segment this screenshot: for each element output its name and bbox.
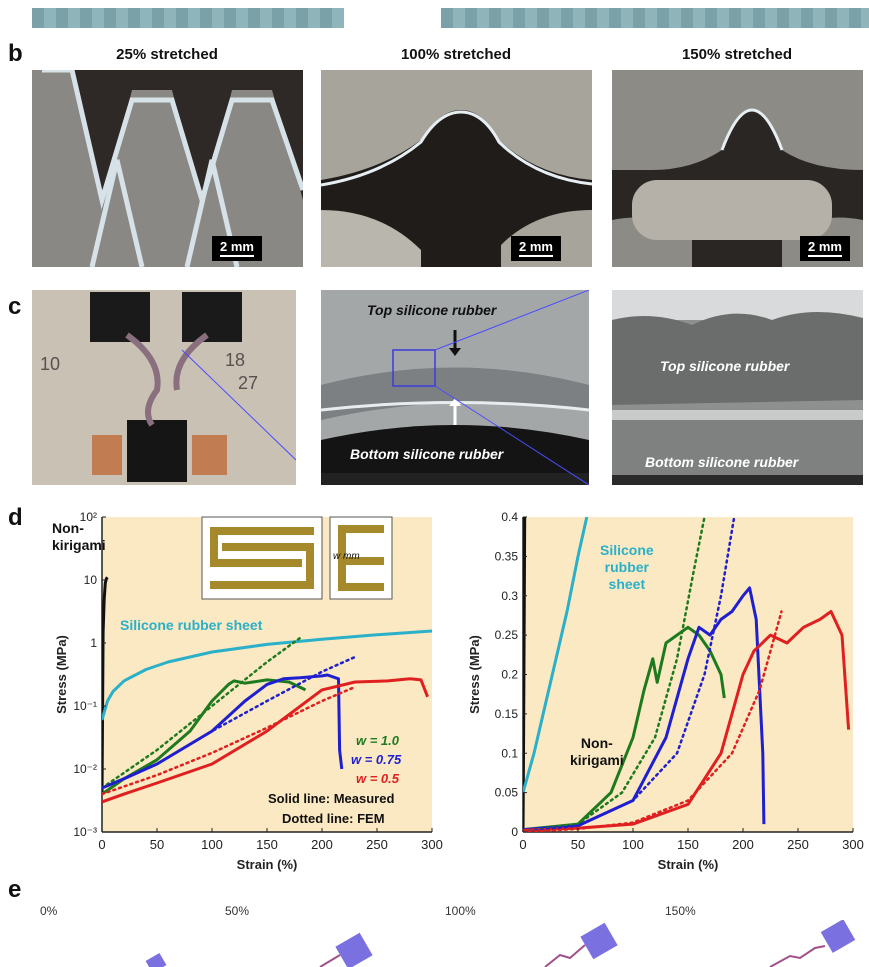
title-150-stretched: 150% stretched [681, 46, 793, 63]
solid-line-note: Solid line: Measured [268, 791, 395, 806]
series-fem-w-0-75 [523, 517, 736, 832]
y-tick-label: 0.4 [501, 510, 518, 524]
y-tick-label: 10 [84, 573, 98, 587]
series-non-kirigami [102, 576, 109, 795]
legend-w075: w = 0.75 [351, 752, 402, 767]
y-tick-label: 0 [511, 825, 518, 839]
x-tick-label: 300 [842, 837, 864, 852]
legend-w1: w = 1.0 [356, 733, 399, 748]
series-fem-w-0-75 [102, 655, 357, 790]
y-tick-label: 0.15 [495, 707, 519, 721]
y-tick-label: 0.35 [495, 549, 519, 563]
dotted-line-note: Dotted line: FEM [282, 811, 385, 826]
state-150: 150% [665, 904, 696, 918]
plot-background [523, 517, 853, 832]
top-image-strip-right [441, 8, 869, 28]
x-tick-label: 250 [366, 837, 388, 852]
x-tick-label: 100 [622, 837, 644, 852]
x-tick-label: 200 [311, 837, 333, 852]
sem-top-label: Top silicone rubber [367, 302, 497, 318]
photo-150-stretched [612, 70, 863, 267]
x-axis-label: Strain (%) [658, 857, 719, 872]
y-tick-label: 10⁻³ [73, 825, 97, 839]
series-fem-w-1-0 [102, 636, 302, 790]
state-100: 100% [445, 904, 476, 918]
panel-letter-c: c [8, 293, 22, 320]
x-tick-label: 250 [787, 837, 809, 852]
top-image-strip-left [32, 8, 344, 28]
sem-bottom-label: Bottom silicone rubber [350, 446, 504, 462]
y-tick-label: 0.05 [495, 786, 519, 800]
state-50: 50% [225, 904, 250, 918]
x-tick-label: 150 [677, 837, 699, 852]
series-fem-w-0-5 [102, 685, 357, 796]
title-25-stretched: 25% stretched [116, 46, 218, 63]
photo-device-on-ruler [32, 290, 296, 485]
panel-letter-b: b [8, 40, 23, 67]
left-silicone-label: Silicone rubber sheet [120, 617, 263, 633]
zoom-bottom-label: Bottom silicone rubber [645, 454, 799, 470]
x-tick-label: 0 [519, 837, 526, 852]
panel-letter-d: d [8, 504, 23, 531]
series-fem-w-1-0 [523, 517, 706, 832]
panel-letter-e: e [8, 876, 22, 903]
stretch-sequence-illustration [145, 920, 856, 967]
scale-bar-150: 2 mm [800, 236, 850, 261]
x-tick-label: 300 [421, 837, 443, 852]
series-silicone-rubber-sheet [102, 629, 432, 721]
stress-strain-log-chart: 0 50 100 150 200 250 300 10⁻³ 10⁻² 10⁻¹ 1 10 10² Stra… [54, 510, 443, 872]
photo-25-stretched [32, 70, 303, 267]
photo-100-stretched [321, 70, 592, 267]
zoom-top-label: Top silicone rubber [660, 358, 790, 374]
series-w-1-0 [523, 625, 726, 832]
right-non-kirigami-label: Non- kirigami [570, 735, 624, 768]
x-tick-label: 50 [571, 837, 585, 852]
sem-zoom [612, 290, 863, 485]
ruler-mark-18: 18 [225, 350, 246, 370]
ruler-mark-27: 27 [238, 373, 259, 393]
series-w-0-5 [523, 610, 851, 832]
y-tick-label: 0.1 [501, 746, 518, 760]
y-tick-label: 0.2 [501, 668, 518, 682]
y-tick-label: 10² [80, 510, 97, 524]
x-tick-label: 50 [150, 837, 164, 852]
kirigami-inset [201, 516, 393, 600]
y-tick-label: 1 [90, 636, 97, 650]
y-axis-label: Stress (MPa) [467, 635, 482, 714]
y-tick-label: 10⁻¹ [73, 699, 97, 713]
x-tick-label: 150 [256, 837, 278, 852]
inset-width-label: w mm [333, 551, 360, 562]
y-tick-label: 0.25 [495, 628, 519, 642]
scale-bar-25: 2 mm [212, 236, 262, 261]
state-0: 0% [40, 904, 58, 918]
series-silicone-rubber-sheet [523, 517, 589, 794]
ruler-mark-10: 10 [40, 354, 61, 374]
stress-strain-linear-chart: 0 50 100 150 200 250 300 0 0.05 0.1 0.15 0.2 0.25 0.3… [467, 510, 864, 872]
y-tick-label: 0.3 [501, 589, 518, 603]
series-w-0-5 [102, 677, 429, 804]
x-tick-label: 0 [98, 837, 105, 852]
left-non-kirigami-label: Non- kirigami [52, 520, 106, 553]
y-axis-label: Stress (MPa) [54, 635, 69, 714]
scale-bar-100: 2 mm [511, 236, 561, 261]
x-tick-label: 100 [201, 837, 223, 852]
legend-w05: w = 0.5 [356, 771, 399, 786]
x-axis-label: Strain (%) [237, 857, 298, 872]
y-tick-label: 10⁻² [73, 762, 97, 776]
right-silicone-label: Silicone rubber sheet [600, 542, 654, 592]
sem-cross-section [321, 290, 589, 485]
title-100-stretched: 100% stretched [400, 46, 512, 63]
x-tick-label: 200 [732, 837, 754, 852]
